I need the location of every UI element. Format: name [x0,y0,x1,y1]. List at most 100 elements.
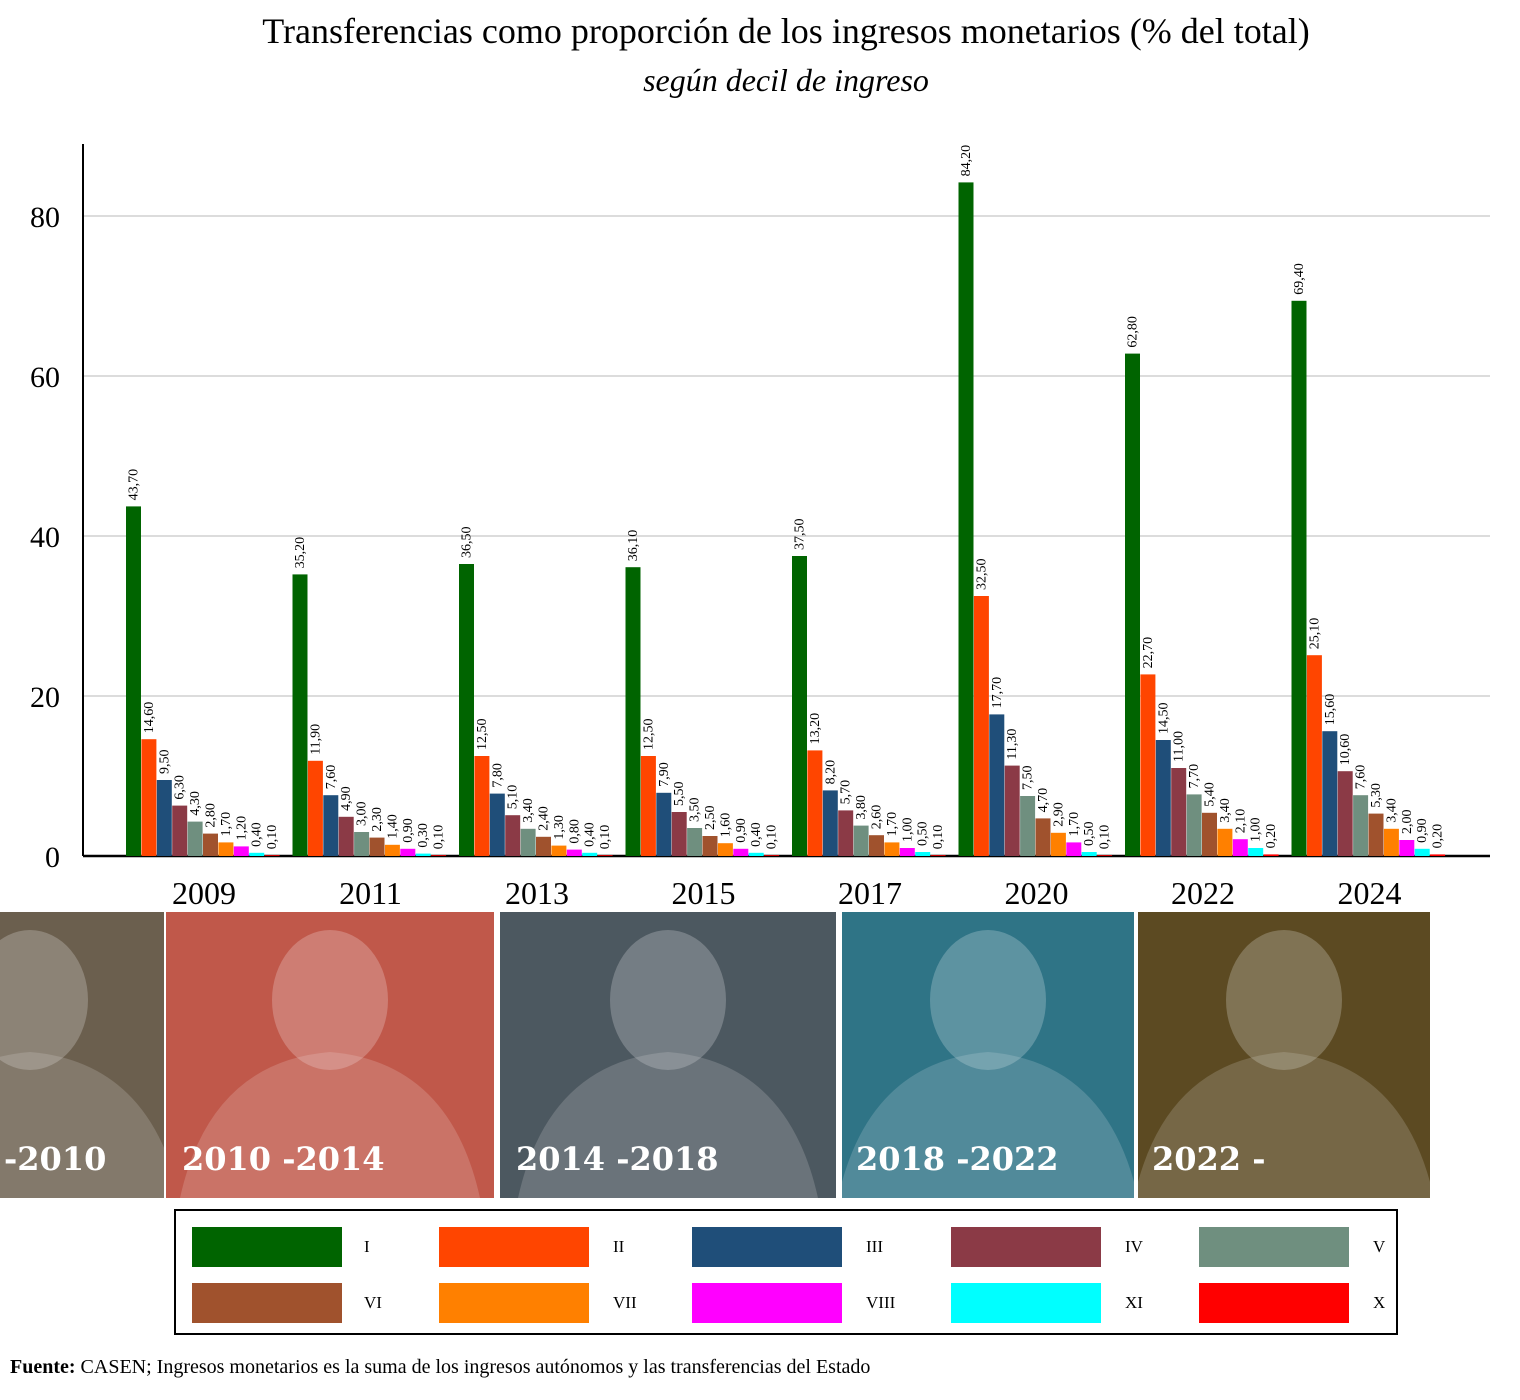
term-label: 2010 -2014 [182,1140,385,1178]
data-label: 11,30 [1005,729,1020,760]
bar [1430,854,1446,856]
footnote-text: CASEN; Ingresos monetarios es la suma de… [75,1356,871,1378]
bar [656,792,672,856]
data-label: 1,70 [219,812,234,837]
y-tick-label: 40 [30,521,60,554]
photo-background [1138,912,1430,1198]
bar [1155,740,1171,856]
bar [625,567,641,856]
bar [1337,771,1353,856]
bar [323,795,339,856]
x-tick-label: 2024 [1338,875,1402,911]
bar [764,855,780,856]
data-label: 9,50 [157,750,172,775]
legend-swatch [951,1283,1101,1323]
bar [989,714,1005,856]
x-tick-label: 2011 [339,875,402,911]
y-tick-label: 20 [30,681,60,714]
data-label: 0,50 [1082,822,1097,847]
legend-label: VIII [866,1293,896,1312]
data-label: 0,40 [583,822,598,847]
data-label: 3,40 [521,798,536,823]
data-label: 4,30 [188,791,203,816]
data-label: 0,10 [265,825,280,850]
bar [1066,842,1082,856]
data-label: 0,10 [432,825,447,850]
bar [822,790,838,856]
data-label: 7,90 [657,762,672,787]
legend-label: IV [1125,1237,1143,1256]
data-label: 0,10 [598,825,613,850]
bar [973,596,989,856]
legend-swatch [439,1283,589,1323]
bar [671,812,687,856]
bar [1050,832,1066,856]
data-label: 2,90 [1051,802,1066,827]
legend-swatch [1199,1227,1349,1267]
data-label: 1,60 [718,813,733,838]
bar [717,843,733,856]
portrait-image [166,912,494,1198]
chart-legend: I II III IV V VI VII VIII XI X [174,1209,1398,1335]
bar [807,750,823,856]
bar [415,853,431,856]
term-label: 2022 - [1152,1140,1266,1178]
x-tick-label: 2013 [505,875,569,911]
legend-item-iii: III [692,1227,886,1267]
data-label: 0,10 [931,825,946,850]
president-photo-1: -2010 [0,912,164,1198]
data-label: 2,40 [537,806,552,831]
data-label: 6,30 [173,775,188,800]
data-label: 22,70 [1141,637,1156,669]
legend-label: VII [613,1293,637,1312]
photo-tint-overlay [166,912,494,1198]
bar [1353,795,1369,856]
bar [126,506,141,856]
torso-shape [180,1052,480,1198]
legend-item-iv: IV [951,1227,1145,1267]
bar [431,855,447,856]
bar [582,852,598,856]
legend-label: V [1373,1237,1386,1256]
data-label: 2,80 [204,803,219,828]
data-label: 2,50 [703,806,718,831]
bar [172,805,188,856]
legend-swatch [192,1227,342,1267]
portrait-image [1138,912,1430,1198]
data-label: 2,00 [1400,810,1415,835]
legend-item-x: X [1199,1283,1393,1323]
y-tick-label: 0 [45,841,60,874]
bar [1186,794,1202,856]
data-label: 69,40 [1292,263,1307,295]
data-label: 62,80 [1126,316,1141,348]
data-label: 36,10 [626,530,641,562]
bar [884,842,900,856]
data-label: 2,10 [1233,809,1248,834]
term-label: 2018 -2022 [856,1140,1059,1178]
bar [369,837,385,856]
data-label: 11,90 [308,724,323,755]
portrait-image [0,912,164,1198]
bar [792,556,807,856]
photo-tint-overlay [1138,912,1430,1198]
data-label: 10,60 [1338,734,1353,766]
photo-background [166,912,494,1198]
data-label: 43,70 [127,469,142,501]
photo-background [842,912,1134,1198]
bar [1291,300,1307,856]
bar [899,848,915,856]
data-label: 7,60 [324,765,339,790]
data-label: 7,60 [1354,765,1369,790]
legend-label: VI [364,1293,382,1312]
data-label: 3,40 [1384,798,1399,823]
bar [1097,855,1113,856]
y-tick-label: 60 [30,361,60,394]
data-label: 84,20 [959,145,974,177]
bar [1125,353,1140,856]
bar [853,825,869,856]
data-label: 5,50 [672,782,687,807]
data-label: 0,90 [734,818,749,843]
head-shape [1226,930,1342,1070]
legend-label: X [1373,1293,1386,1312]
bar [702,836,718,856]
